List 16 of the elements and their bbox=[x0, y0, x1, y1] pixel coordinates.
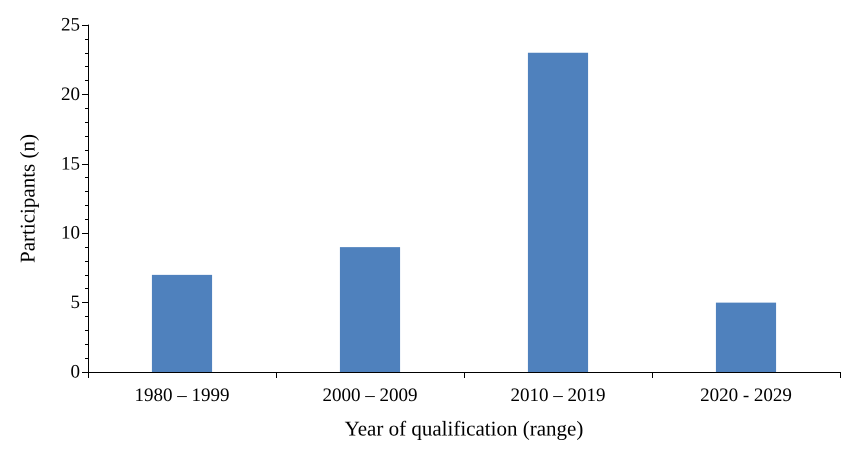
y-tick-label: 5 bbox=[70, 292, 80, 314]
y-tick-label: 10 bbox=[61, 222, 80, 244]
y-tick-label: 20 bbox=[61, 84, 80, 105]
x-tick-label: 2010 – 2019 bbox=[510, 385, 606, 406]
x-axis-title: Year of qualification (range) bbox=[344, 416, 584, 440]
bar bbox=[528, 52, 588, 372]
y-tick-label: 0 bbox=[70, 362, 80, 382]
bar bbox=[152, 274, 212, 372]
bar bbox=[340, 247, 400, 372]
x-tick-label: 1980 – 1999 bbox=[134, 385, 230, 406]
y-axis-title: Participants (n) bbox=[16, 134, 40, 263]
x-tick-label: 2020 - 2029 bbox=[700, 385, 792, 406]
bar bbox=[716, 302, 776, 372]
y-tick-label: 25 bbox=[61, 14, 80, 36]
x-tick-label: 2000 – 2009 bbox=[322, 385, 418, 406]
y-tick-label: 15 bbox=[61, 153, 80, 174]
